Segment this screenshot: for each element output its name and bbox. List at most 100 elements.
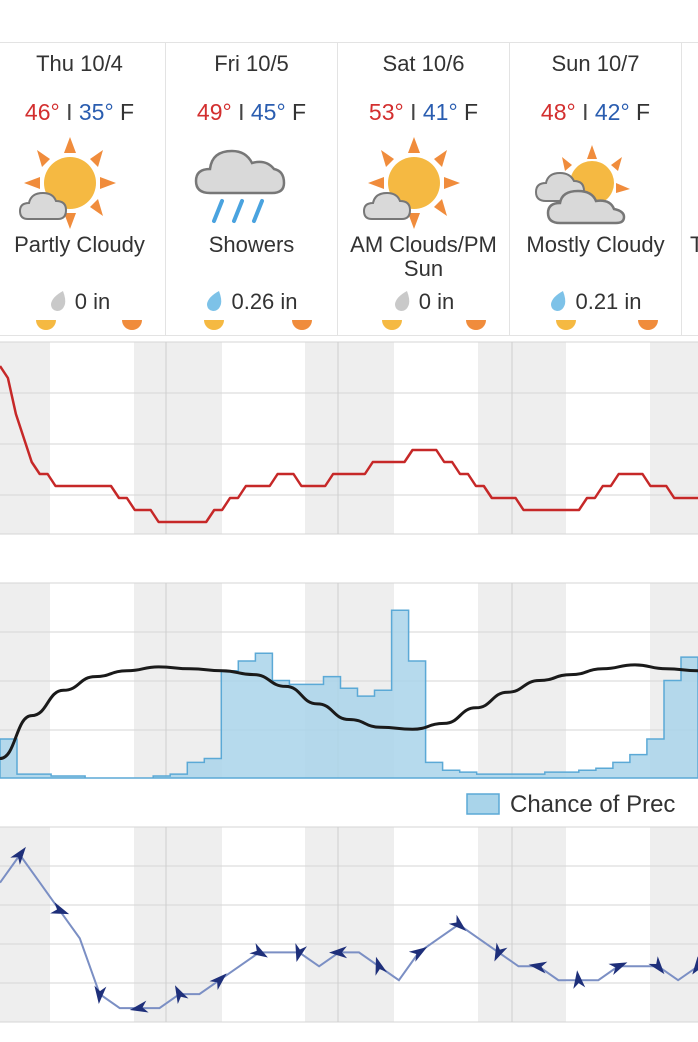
wind-arrow-icon	[608, 962, 628, 975]
precip-amount: 0.26 in	[231, 289, 298, 314]
wind-arrow-icon	[295, 943, 307, 963]
wind-arrow-head	[94, 985, 107, 1005]
sunset-icon	[122, 320, 142, 330]
condition-text: T	[690, 232, 698, 257]
wind-arrow-head	[608, 962, 628, 975]
wind-arrow-icon	[528, 961, 548, 974]
day-temps: 46° I 35° F	[0, 99, 165, 126]
temp-separator: I	[238, 99, 245, 125]
night-band	[650, 342, 698, 534]
night-band	[134, 342, 222, 534]
condition-text: AM Clouds/PM Sun	[350, 232, 497, 281]
wind-arrow-head	[648, 956, 665, 975]
wind-arrow-head	[375, 956, 387, 976]
day-column-thu[interactable]: Thu 10/4 46° I 35° F Partly Cloudy 0 in	[0, 43, 166, 335]
wind-arrow-icon	[408, 946, 428, 962]
wind-arrow-icon	[129, 1000, 149, 1013]
wind-arrow-head	[295, 943, 307, 963]
sunset-icon	[638, 320, 658, 330]
high-temp: 49°	[196, 99, 232, 125]
sunset-icon	[292, 320, 312, 330]
wind-arrow-icon	[209, 973, 227, 991]
night-band	[650, 827, 698, 1022]
night-band	[478, 827, 566, 1022]
day-date: Sat 10/6	[382, 51, 465, 76]
day-column-partial[interactable]: T	[682, 43, 698, 335]
condition-text: Mostly Cloudy	[526, 232, 665, 257]
temp-separator: I	[66, 99, 73, 125]
wind-arrow-icon	[494, 942, 508, 962]
sunrise-icon	[36, 320, 56, 330]
sunrise-icon	[204, 320, 224, 330]
wind-arrow-icon	[692, 956, 698, 975]
low-temp: 35°	[78, 99, 114, 125]
partly-cloudy-icon	[18, 137, 116, 229]
wind-arrow-icon	[448, 914, 467, 932]
wind-arrow-head	[448, 914, 467, 932]
wind-arrow-icon	[10, 846, 26, 865]
temp-unit: F	[292, 99, 307, 125]
wind-arrow-icon	[94, 985, 107, 1005]
night-bands	[0, 342, 698, 1022]
wind-arrow-icon	[50, 902, 70, 915]
day-date: Fri 10/5	[214, 51, 289, 76]
high-temp: 46°	[24, 99, 60, 125]
temperature-line	[0, 365, 698, 524]
precip-amount-row: 0.26 in	[166, 289, 337, 315]
precip-amount-row: 0.21 in	[510, 289, 681, 315]
chart-legend: Chance of Prec	[466, 791, 675, 818]
humidity-line	[0, 663, 698, 760]
temp-unit: F	[464, 99, 479, 125]
low-temp: 41°	[422, 99, 458, 125]
precip-amount-row: 0 in	[0, 289, 165, 315]
day-date: Thu 10/4	[36, 51, 123, 76]
partly-cloudy-icon	[362, 137, 460, 229]
precip-amount: 0 in	[74, 289, 111, 314]
high-temp: 53°	[368, 99, 404, 125]
night-band	[305, 342, 394, 534]
day-column-sun[interactable]: Sun 10/7 48° I 42° F Mostly Cloudy 0.21 …	[510, 43, 682, 335]
wind-arrow-head	[129, 1000, 149, 1013]
day-column-fri[interactable]: Fri 10/5 49° I 45° F Showers 0.26 in	[166, 43, 338, 335]
wind-arrow-icon	[573, 970, 586, 989]
precip-amount: 0.21 in	[575, 289, 642, 314]
day-temps: 49° I 45° F	[166, 99, 337, 126]
legend-label: Chance of Prec	[510, 791, 675, 818]
sunset-icon	[466, 320, 486, 330]
night-band	[478, 342, 566, 534]
wind-arrow-icon	[375, 956, 387, 976]
wind-arrow-head	[692, 956, 698, 975]
temp-unit: F	[120, 99, 135, 125]
day-column-sat[interactable]: Sat 10/6 53° I 41° F AM Clouds/PM Sun 0 …	[338, 43, 510, 335]
day-temps: 48° I 42° F	[510, 99, 681, 126]
condition-text: Showers	[208, 232, 295, 257]
low-temp: 45°	[250, 99, 286, 125]
wind-arrow-head	[209, 973, 227, 991]
mostly-cloudy-icon	[534, 145, 630, 225]
wind-arrow-head	[174, 985, 189, 1004]
raindrop-icon	[551, 291, 566, 311]
low-temp: 42°	[594, 99, 630, 125]
wind-arrow-icon	[329, 946, 348, 959]
temp-unit: F	[636, 99, 651, 125]
wind-arrow-head	[50, 902, 70, 915]
precip-chance-area	[0, 609, 698, 779]
precip-amount: 0 in	[418, 289, 455, 314]
raindrop-icon	[207, 291, 222, 311]
sunrise-icon	[556, 320, 576, 330]
showers-icon	[194, 149, 286, 223]
wind-arrow-head	[408, 946, 428, 962]
precip-amount-row: 0 in	[338, 289, 509, 315]
temp-separator: I	[410, 99, 417, 125]
sunrise-icon	[382, 320, 402, 330]
precip-humidity-chart	[0, 609, 698, 779]
raindrop-icon	[394, 291, 409, 311]
high-temp: 48°	[540, 99, 576, 125]
day-temps: 53° I 41° F	[338, 99, 509, 126]
temperature-chart	[0, 365, 698, 524]
night-band	[0, 827, 50, 1022]
wind-arrow-head	[10, 846, 26, 865]
daily-forecast-row: Thu 10/4 46° I 35° F Partly Cloudy 0 in …	[0, 42, 698, 336]
temp-separator: I	[582, 99, 589, 125]
